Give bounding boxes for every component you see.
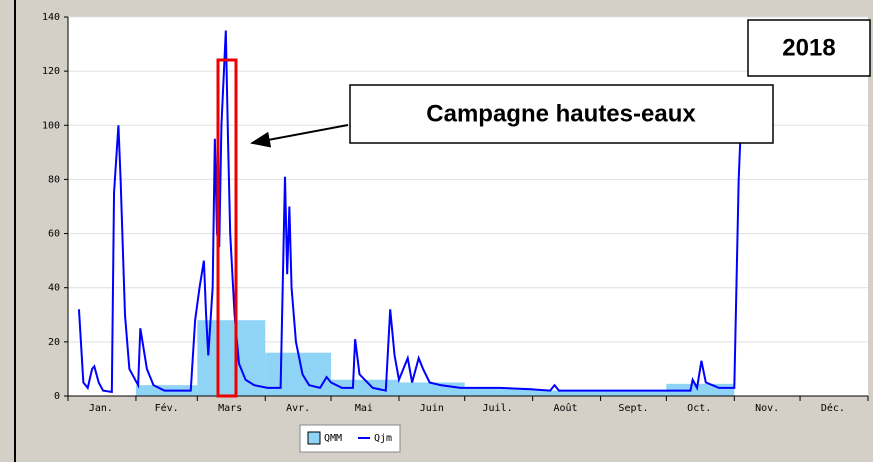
legend: QMM Qjm (299, 424, 401, 453)
y-tick-label: 140 (42, 12, 60, 23)
annotation: Campagne hautes-eaux (426, 100, 696, 127)
x-tick-label: Nov. (755, 403, 779, 414)
x-tick-label: Août (553, 402, 577, 414)
y-tick-label: 40 (48, 283, 60, 294)
x-tick-label: Mars (218, 403, 242, 414)
x-tick-label: Sept. (618, 403, 648, 414)
line (77, 30, 742, 394)
x-tick-label: Déc. (821, 402, 845, 414)
year-label: 2018 (782, 34, 835, 61)
legend-swatch (307, 431, 321, 445)
x-tick-label: Juil. (483, 403, 513, 414)
bar (331, 379, 399, 396)
y-tick-label: 120 (42, 66, 60, 77)
bar (197, 320, 266, 396)
annotation-box (349, 84, 774, 144)
y-tick-label: 20 (48, 337, 60, 348)
bar (265, 352, 332, 396)
year-box (747, 19, 871, 77)
y-tick-label: 60 (48, 229, 60, 240)
x-tick-label: Avr. (286, 403, 310, 414)
x-tick-label: Jan. (89, 403, 113, 414)
bar (600, 390, 667, 396)
highlight-box (216, 58, 238, 398)
bar (532, 390, 601, 396)
legend-label: Qjm (374, 433, 392, 444)
x-tick-label: Fév. (155, 402, 179, 414)
x-tick-label: Oct. (687, 403, 711, 414)
annotation-arrow (250, 124, 349, 148)
y-tick-label: 0 (54, 391, 60, 402)
x-tick-label: Mai (355, 403, 373, 414)
y-tick-label: 100 (42, 120, 60, 131)
legend-label: QMM (324, 433, 342, 444)
y-tick-label: 80 (48, 174, 60, 185)
bar (398, 382, 465, 396)
x-tick-label: Juin (420, 403, 444, 414)
bar (464, 387, 533, 396)
